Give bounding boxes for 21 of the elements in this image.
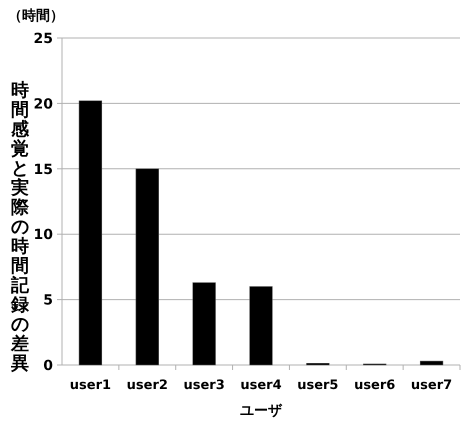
text: （時間） <box>8 8 64 24</box>
bar <box>420 360 444 366</box>
y-tick-label: 20 <box>34 96 54 112</box>
x-tick-label: user6 <box>354 378 396 393</box>
x-tick-label: user7 <box>410 378 452 393</box>
y-tick-label: 15 <box>34 162 53 178</box>
x-tick-label: user5 <box>297 378 338 393</box>
x-tick-label: user4 <box>240 378 282 393</box>
x-tick-label: user3 <box>184 378 225 393</box>
bar <box>78 100 102 366</box>
bar <box>249 286 273 366</box>
y-tick-label: 10 <box>34 227 54 244</box>
y-tick-label: 0 <box>43 358 54 374</box>
bar <box>192 282 216 366</box>
x-tick-label: user1 <box>70 378 112 393</box>
bar <box>136 168 159 366</box>
y-tick-label: 25 <box>34 31 53 47</box>
x-axis-title: ユーザ <box>240 403 283 419</box>
x-tick-label: user2 <box>126 378 168 393</box>
y-tick-label: 5 <box>43 292 53 309</box>
text: 時間感覚と実際の時間記録の差異 <box>11 80 29 374</box>
